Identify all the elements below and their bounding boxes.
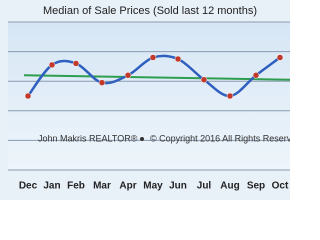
data-point [98, 79, 106, 86]
data-point [149, 54, 157, 61]
data-point [24, 92, 32, 100]
watermark: John Makris REALTOR® [38, 133, 138, 143]
x-tick-label: Jun [169, 181, 187, 192]
data-point [200, 76, 208, 83]
x-tick-label: Sep [247, 181, 265, 192]
x-tick-label: Feb [67, 181, 85, 192]
data-point [276, 54, 284, 61]
x-tick-label: Apr [119, 181, 136, 192]
data-point [174, 55, 182, 63]
x-tick-label: May [143, 181, 163, 192]
chart: Median of Sale Prices (Sold last 12 mont… [0, 0, 290, 200]
x-tick-label: Oct [272, 181, 289, 192]
x-tick-label: Jul [197, 181, 212, 192]
trend-line [23, 74, 290, 81]
x-tick-label: Jan [43, 181, 60, 192]
data-point [48, 61, 56, 69]
x-tick-label: Dec [19, 181, 38, 192]
data-point [226, 92, 234, 100]
data-point [124, 72, 132, 79]
x-tick-label: Aug [220, 181, 239, 192]
plot-area [8, 22, 290, 170]
data-point [252, 72, 260, 79]
chart-title: Median of Sale Prices (Sold last 12 mont… [43, 5, 257, 17]
x-tick-label: Mar [93, 181, 111, 192]
watermark: © Copyright 2016 All Rights Reserved [150, 133, 290, 143]
data-point [72, 60, 80, 67]
watermark-dot [140, 137, 144, 141]
